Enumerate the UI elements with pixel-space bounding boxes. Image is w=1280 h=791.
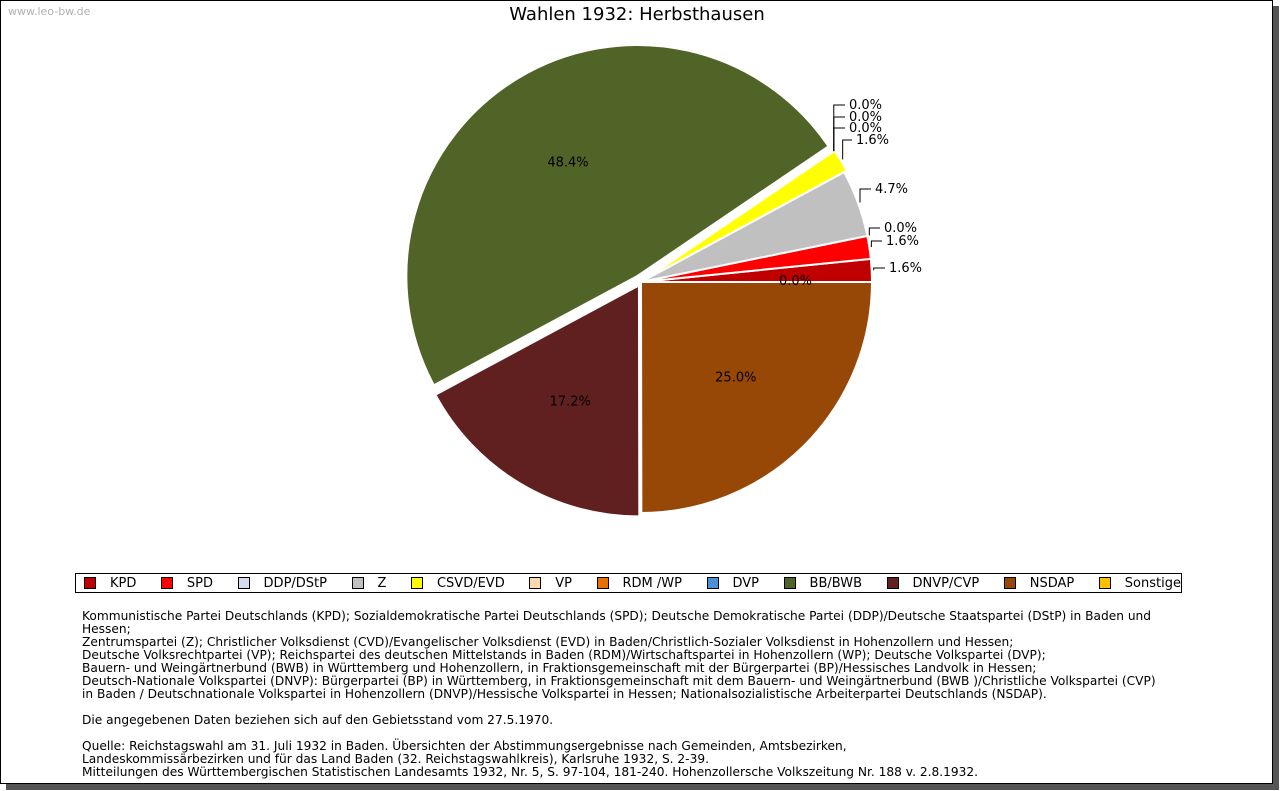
legend-label: NSDAP: [1029, 575, 1075, 591]
notes-source-line: Mitteilungen des Württembergischen Stati…: [82, 765, 978, 779]
slice-label: 0.0%: [779, 274, 812, 289]
pie-slice-csvd-evd: [643, 149, 849, 282]
legend-item: Z: [351, 575, 387, 591]
legend-label: RDM /WP: [622, 575, 682, 591]
label-leader-line: [859, 188, 871, 203]
slice-label: 1.6%: [889, 261, 922, 276]
legend-label: DNVP/CVP: [912, 575, 980, 591]
slice-label: 4.7%: [875, 182, 908, 197]
slice-label: 0.0%: [884, 221, 917, 236]
legend-swatch: [1098, 577, 1111, 589]
slice-label: 17.2%: [550, 394, 591, 409]
legend-label: SPD: [186, 575, 214, 591]
legend-swatch: [410, 577, 423, 589]
legend-item: BB/BWB: [783, 575, 862, 591]
legend-item: CSVD/EVD: [410, 575, 505, 591]
notes: Kommunistische Partei Deutschlands (KPD)…: [82, 610, 1202, 779]
notes-party-line: in Baden / Deutschnationale Volkspartei …: [82, 687, 1047, 701]
notes-source-line: Quelle: Reichstagswahl am 31. Juli 1932 …: [82, 739, 847, 753]
chart-title: Wahlen 1932: Herbsthausen: [509, 4, 765, 25]
pie-slice-bb-bwb: [405, 44, 830, 387]
slice-label: 48.4%: [547, 155, 588, 170]
notes-party-line: Deutsche Volksrechtpartei (VP); Reichspa…: [82, 648, 1046, 662]
slice-label: 0.0%: [849, 98, 882, 113]
legend-item: DNVP/CVP: [886, 575, 980, 591]
notes-party-line: Kommunistische Partei Deutschlands (KPD)…: [82, 609, 1152, 636]
legend: KPD SPD DDP/DStP Z CSVD/EVD VP RDM /WP DVP BB/BW…: [75, 573, 1182, 593]
legend-swatch: [84, 577, 96, 589]
legend-swatch: [783, 577, 796, 589]
legend-swatch: [351, 577, 364, 589]
legend-label: DVP: [732, 575, 760, 591]
label-leader-line: [873, 267, 885, 271]
legend-label: CSVD/EVD: [436, 575, 505, 591]
legend-swatch: [1003, 577, 1016, 589]
legend-label: VP: [555, 575, 572, 591]
label-leader-line: [833, 104, 845, 152]
slice-label: 1.6%: [856, 133, 889, 148]
legend-label: Z: [377, 575, 387, 591]
legend-swatch: [529, 577, 542, 589]
legend-item: SPD: [160, 575, 214, 591]
legend-label: KPD: [110, 575, 137, 591]
legend-item: RDM /WP: [596, 575, 682, 591]
legend-swatch: [706, 577, 719, 589]
legend-label: DDP/DStP: [263, 575, 327, 591]
notes-party-line: Zentrumspartei (Z); Christlicher Volksdi…: [82, 635, 1014, 649]
pie-chart: 1.6%1.6%0.0%4.7%1.6%0.0%0.0%0.0%48.4%17.…: [405, 44, 922, 518]
legend-item: KPD: [84, 576, 136, 591]
legend-item: DDP/DStP: [237, 575, 327, 591]
legend-item: Sonstige: [1098, 575, 1181, 591]
notes-gebietsstand: Die angegebenen Daten beziehen sich auf …: [82, 713, 554, 727]
slice-label: 0.0%: [849, 110, 882, 125]
label-leader-line: [842, 139, 852, 160]
notes-party-line: Bauern- und Weingärtnerbund (BWB) in Wür…: [82, 661, 1037, 675]
slice-label: 0.0%: [849, 121, 882, 136]
legend-label: BB/BWB: [809, 575, 862, 591]
label-leader-line: [868, 227, 880, 236]
legend-item: NSDAP: [1003, 575, 1075, 591]
pie-slice-dnvp-cvp: [434, 283, 641, 518]
legend-swatch: [237, 577, 250, 589]
slice-label: 25.0%: [715, 371, 756, 386]
label-leader-line: [833, 116, 845, 152]
legend-swatch: [886, 577, 899, 589]
label-leader-line: [870, 240, 882, 248]
notes-party-line: Deutsch-Nationale Volkspartei (DNVP): Bü…: [82, 674, 1156, 688]
legend-swatch: [160, 577, 173, 589]
slice-label: 1.6%: [886, 234, 919, 249]
legend-item: VP: [529, 576, 572, 591]
notes-source-line: Landeskommissärbezirken und für das Land…: [82, 752, 709, 766]
pie-slice-nsdap: [639, 281, 874, 515]
legend-label: Sonstige: [1124, 575, 1181, 591]
legend-swatch: [596, 577, 609, 589]
legend-item: DVP: [706, 575, 760, 591]
watermark: www.leo-bw.de: [8, 5, 91, 18]
